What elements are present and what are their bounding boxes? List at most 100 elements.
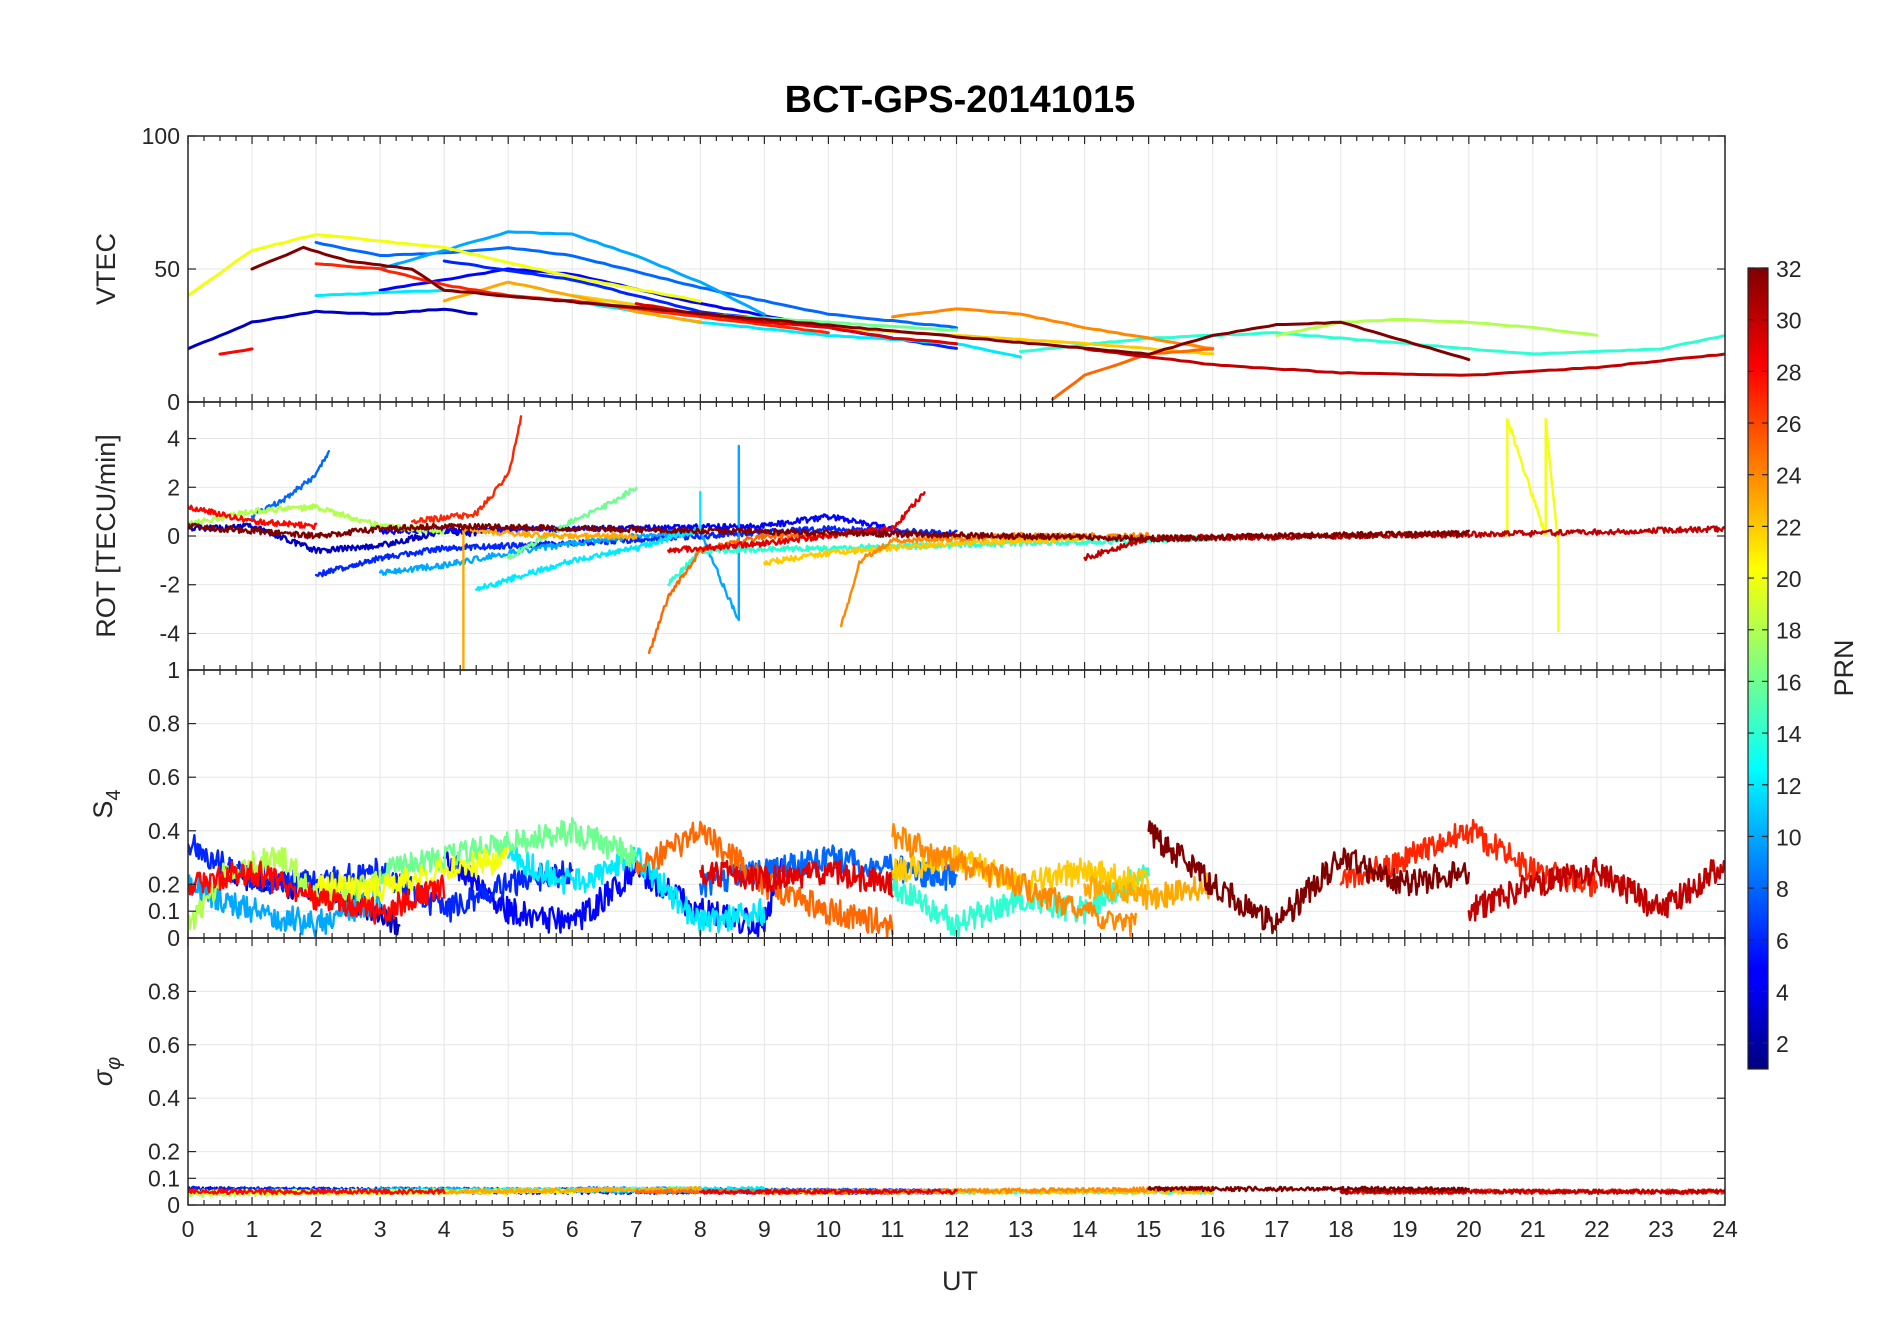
y-tick-label: 0.2	[148, 871, 180, 897]
traces-rot	[188, 415, 1725, 670]
colorbar-tick-label: 4	[1776, 979, 1789, 1005]
y-tick-label: 4	[167, 426, 180, 452]
x-tick-label: 9	[758, 1216, 771, 1242]
trace-prn-28	[188, 860, 446, 925]
y-axis-label: σφ	[88, 1057, 125, 1086]
y-tick-label: 0.4	[148, 1085, 180, 1111]
trace-prn-16	[507, 486, 638, 560]
trace-prn-20	[1506, 417, 1560, 633]
trace-prn-32	[188, 522, 1470, 543]
panel-vtec: 0 50 100 VTEC	[91, 123, 1726, 415]
panel-rot: -4 -2 0 2 4 ROT [TECU/min]	[91, 401, 1726, 671]
trace-prn-5	[443, 851, 785, 938]
trace-prn-20	[188, 233, 702, 303]
y-tick-label: 0	[167, 1192, 180, 1218]
trace-prn-28	[188, 1188, 446, 1195]
trace-prn-24	[891, 307, 1215, 350]
x-tick-label: 24	[1712, 1216, 1738, 1242]
x-tick-label: 17	[1264, 1216, 1290, 1242]
y-axis-label-sub: φ	[103, 1057, 125, 1070]
x-tick-label: 16	[1200, 1216, 1226, 1242]
trace-prn-32	[1147, 820, 1470, 935]
colorbar-tick-label: 14	[1776, 721, 1802, 747]
y-tick-label: 0.1	[148, 898, 180, 924]
trace-prn-27	[1339, 818, 1599, 897]
traces-sigma	[188, 1185, 1725, 1198]
x-tick-label: 2	[310, 1216, 323, 1242]
x-axis-label: UT	[942, 1266, 978, 1296]
trace-prn-3	[188, 307, 478, 351]
trace-prn-23	[1083, 872, 1214, 911]
colorbar-tick-label: 12	[1776, 773, 1802, 799]
y-tick-label: 0.2	[148, 1139, 180, 1165]
traces-s4	[188, 816, 1725, 938]
y-tick-label: -2	[160, 572, 180, 598]
x-tick-label: 15	[1136, 1216, 1162, 1242]
trace-prn-23	[462, 526, 638, 670]
colorbar-tick-label: 20	[1776, 566, 1802, 592]
trace-prn-30	[1083, 347, 1725, 377]
trace-prn-32	[1147, 1185, 1470, 1193]
trace-prn-10	[378, 230, 766, 316]
y-axis-label-main: S	[88, 801, 118, 819]
chart-title: BCT-GPS-20141015	[785, 79, 1136, 121]
trace-prn-29	[699, 859, 894, 898]
trace-prn-8	[314, 240, 958, 330]
y-axis-label: VTEC	[91, 233, 121, 305]
trace-prn-23	[443, 1185, 702, 1195]
trace-prn-16	[378, 816, 638, 885]
y-axis-label: ROT [TECU/min]	[91, 434, 121, 638]
trace-prn-30	[1339, 1188, 1725, 1195]
trace-prn-12	[475, 490, 702, 592]
x-tick-label: 23	[1648, 1216, 1674, 1242]
colorbar-tick-label: 22	[1776, 514, 1802, 540]
y-axis-label-main: σ	[88, 1068, 118, 1086]
y-tick-label: 0.8	[148, 711, 180, 737]
x-tick-label: 12	[944, 1216, 970, 1242]
x-tick-label: 13	[1008, 1216, 1034, 1242]
y-tick-label: 50	[154, 256, 180, 282]
trace-prn-18	[1275, 318, 1599, 337]
colorbar-tick-label: 32	[1776, 256, 1802, 282]
x-tick-label: 6	[566, 1216, 579, 1242]
y-tick-label: 0	[167, 389, 180, 415]
x-tick-label: 14	[1072, 1216, 1098, 1242]
colorbar-tick-label: 8	[1776, 876, 1789, 902]
trace-prn-14	[1019, 331, 1725, 356]
x-axis: 0 1 2 3 4 5 6 7 8 9 10 11 12 13 14 15 16 17 18 19 20 21 22 23 24	[182, 1216, 1738, 1242]
x-tick-label: 0	[182, 1216, 195, 1242]
x-tick-label: 21	[1520, 1216, 1546, 1242]
colorbar-tick-label: 18	[1776, 618, 1802, 644]
y-tick-label: -4	[160, 620, 181, 646]
trace-prn-22	[763, 534, 1086, 566]
trace-prn-25	[1051, 347, 1215, 401]
panel-s4: 00.10.2 0.4 0.6 0.8 1 S4	[88, 657, 1726, 951]
trace-prn-29	[667, 491, 926, 554]
trace-prn-23	[442, 280, 702, 324]
y-tick-label: 1	[167, 657, 180, 683]
x-tick-label: 10	[816, 1216, 842, 1242]
x-tick-label: 11	[881, 1216, 905, 1242]
colorbar-tick-label: 6	[1776, 928, 1789, 954]
y-tick-label: 0	[167, 925, 180, 951]
trace-prn-32	[250, 245, 1471, 362]
x-tick-label: 7	[630, 1216, 643, 1242]
y-tick-label: 0	[167, 523, 180, 549]
y-axis-label-sub: 4	[103, 789, 125, 800]
trace-prn-29	[699, 1188, 958, 1195]
y-tick-label: 100	[142, 123, 180, 149]
colorbar-tick-label: 26	[1776, 411, 1802, 437]
colorbar-tick-label: 2	[1776, 1031, 1789, 1057]
y-tick-label: 0.1	[148, 1165, 180, 1191]
x-tick-label: 18	[1328, 1216, 1354, 1242]
y-tick-label: 0.8	[148, 978, 180, 1004]
colorbar-tick-label: 28	[1776, 359, 1802, 385]
colorbar-tick-label: 16	[1776, 669, 1802, 695]
trace-prn-30	[1467, 856, 1725, 922]
y-tick-label: 0.4	[148, 818, 180, 844]
colorbar-tick-label: 24	[1776, 463, 1802, 489]
